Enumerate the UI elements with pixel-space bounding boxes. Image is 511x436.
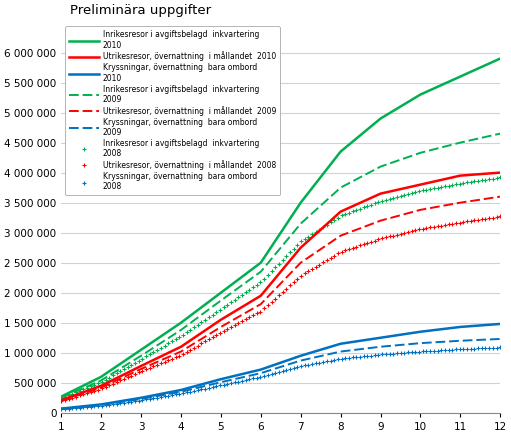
Text: Preliminära uppgifter: Preliminära uppgifter <box>70 4 211 17</box>
Legend: Inrikesresor i avgiftsbelagd  inkvartering
2010, Utrikesresor, övernattning  i m: Inrikesresor i avgiftsbelagd inkvarterin… <box>65 26 280 195</box>
